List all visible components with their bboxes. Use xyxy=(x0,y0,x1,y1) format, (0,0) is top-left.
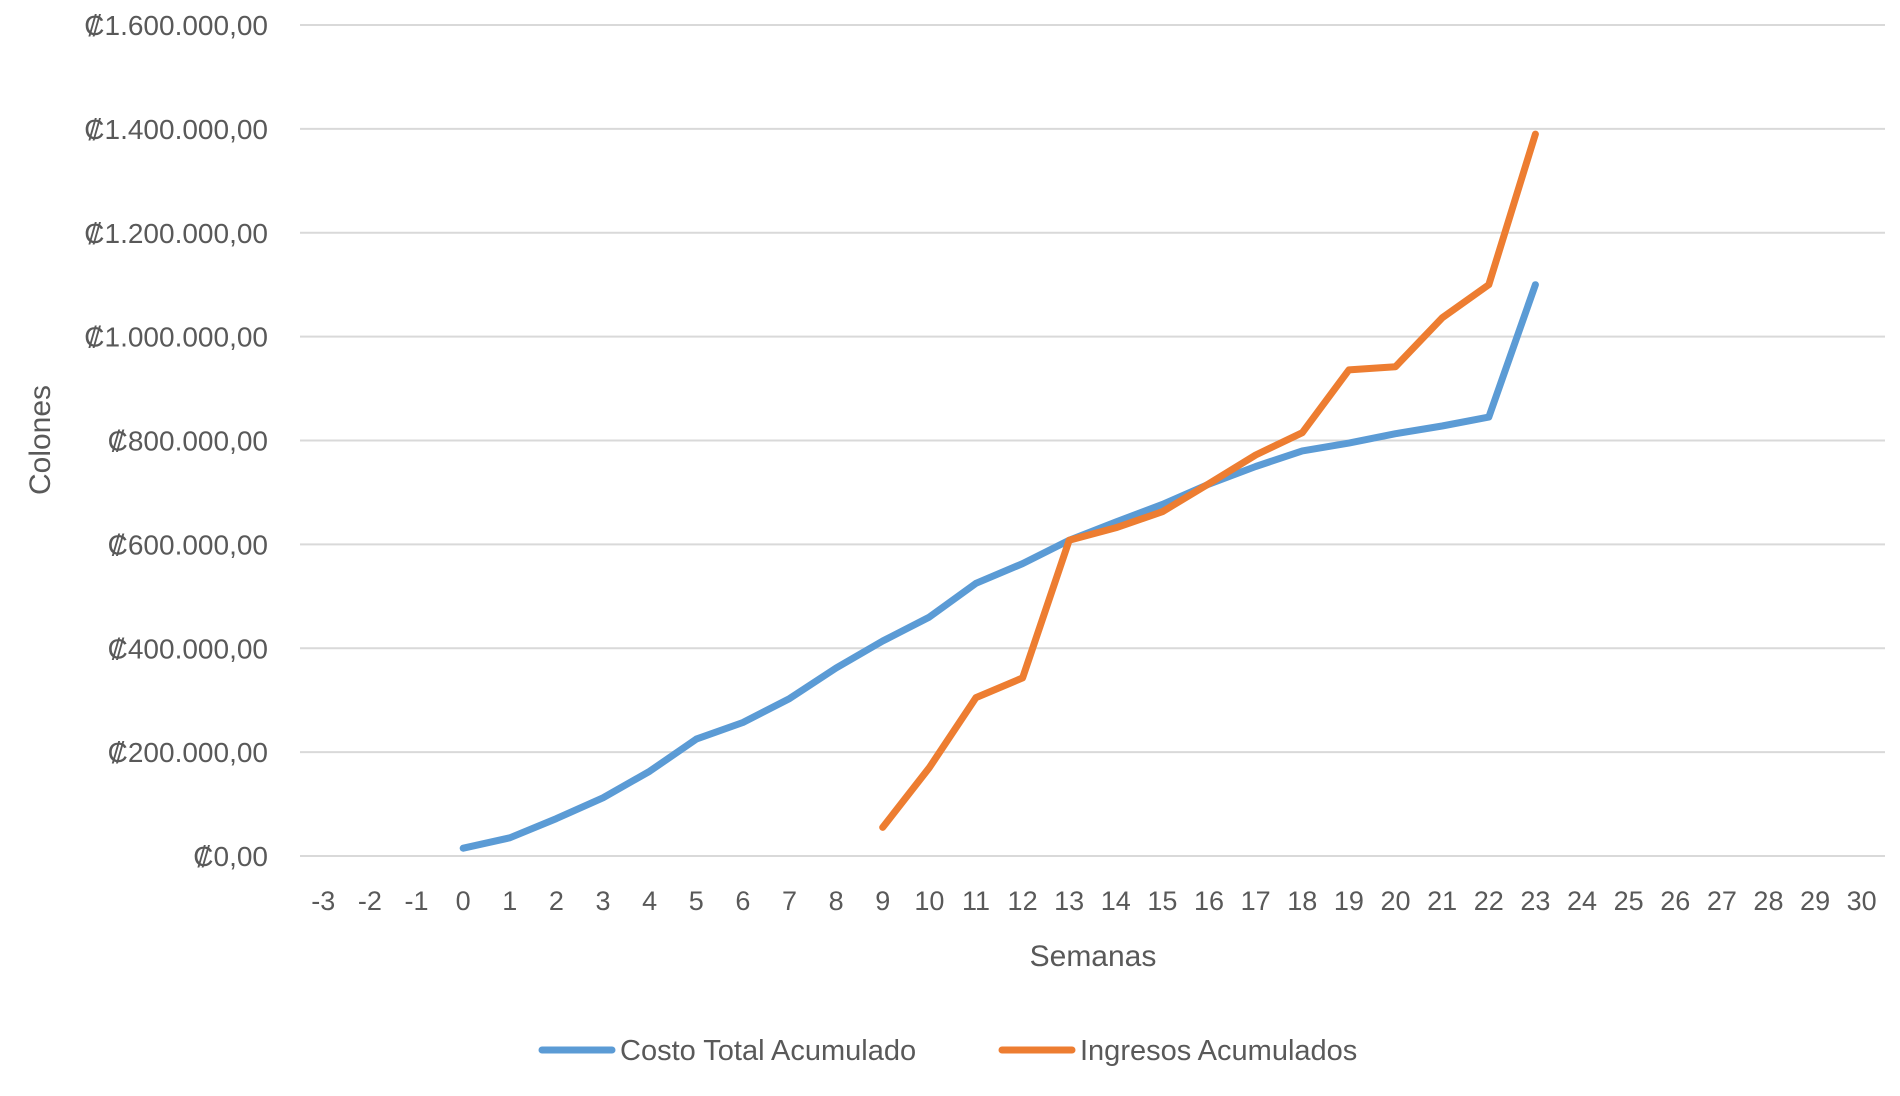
x-tick-label: 22 xyxy=(1474,886,1504,916)
y-tick-label: ₡1.000.000,00 xyxy=(84,322,268,353)
x-tick-label: 19 xyxy=(1334,886,1364,916)
x-tick-label: 26 xyxy=(1660,886,1690,916)
y-tick-label: ₡0,00 xyxy=(193,841,268,872)
x-tick-label: 17 xyxy=(1241,886,1271,916)
x-tick-label: 20 xyxy=(1380,886,1410,916)
y-axis-ticks: ₡0,00 ₡200.000,00 ₡400.000,00 ₡600.000,00 ₡8… xyxy=(84,10,268,872)
x-tick-label: 4 xyxy=(642,886,657,916)
x-tick-label: 15 xyxy=(1147,886,1177,916)
x-tick-label: 8 xyxy=(829,886,844,916)
legend-label-ingresos: Ingresos Acumulados xyxy=(1080,1035,1357,1067)
x-tick-label: 16 xyxy=(1194,886,1224,916)
x-tick-label: 14 xyxy=(1101,886,1131,916)
x-tick-label: 21 xyxy=(1427,886,1457,916)
y-tick-label: ₡200.000,00 xyxy=(108,737,268,768)
x-tick-label: 11 xyxy=(962,886,990,916)
series-line-costo-total-acumulado xyxy=(459,281,1539,852)
y-tick-label: ₡600.000,00 xyxy=(108,529,268,560)
x-tick-label: 30 xyxy=(1847,886,1877,916)
y-axis-title: Colones xyxy=(24,385,57,495)
y-tick-label: ₡1.600.000,00 xyxy=(84,10,268,41)
x-tick-label: 27 xyxy=(1707,886,1737,916)
x-tick-label: 10 xyxy=(914,886,944,916)
x-tick-label: 7 xyxy=(782,886,797,916)
x-tick-label: -3 xyxy=(311,886,335,916)
x-tick-label: 9 xyxy=(875,886,890,916)
gridlines xyxy=(300,24,1885,857)
y-tick-label: ₡1.200.000,00 xyxy=(84,218,268,249)
y-tick-label: ₡1.400.000,00 xyxy=(84,114,268,145)
x-tick-label: 23 xyxy=(1520,886,1550,916)
y-tick-label: ₡400.000,00 xyxy=(108,633,268,664)
x-axis-ticks: -3 -2 -1 0 1 2 3 4 5 6 7 8 9 10 11 12 13 14 15 16 17 18 19 20 21… xyxy=(311,886,1876,916)
x-tick-label: 18 xyxy=(1287,886,1317,916)
x-tick-label: 3 xyxy=(595,886,610,916)
x-tick-label: 2 xyxy=(549,886,564,916)
x-tick-label: 24 xyxy=(1567,886,1597,916)
x-tick-label: -1 xyxy=(405,886,429,916)
x-axis-title: Semanas xyxy=(1030,940,1157,973)
series-line-ingresos-acumulados xyxy=(879,130,1539,831)
x-tick-label: 0 xyxy=(456,886,471,916)
legend-label-costo: Costo Total Acumulado xyxy=(620,1035,916,1067)
x-tick-label: 1 xyxy=(502,886,517,916)
series-lines xyxy=(459,130,1539,852)
legend: Costo Total Acumulado Ingresos Acumulado… xyxy=(538,1035,1357,1067)
x-tick-label: 6 xyxy=(735,886,750,916)
x-tick-label: 29 xyxy=(1800,886,1830,916)
x-tick-label: 28 xyxy=(1753,886,1783,916)
x-tick-label: 5 xyxy=(689,886,704,916)
x-tick-label: 25 xyxy=(1614,886,1644,916)
x-tick-label: -2 xyxy=(358,886,382,916)
x-tick-label: 12 xyxy=(1008,886,1038,916)
x-tick-label: 13 xyxy=(1054,886,1084,916)
y-tick-label: ₡800.000,00 xyxy=(108,426,268,457)
